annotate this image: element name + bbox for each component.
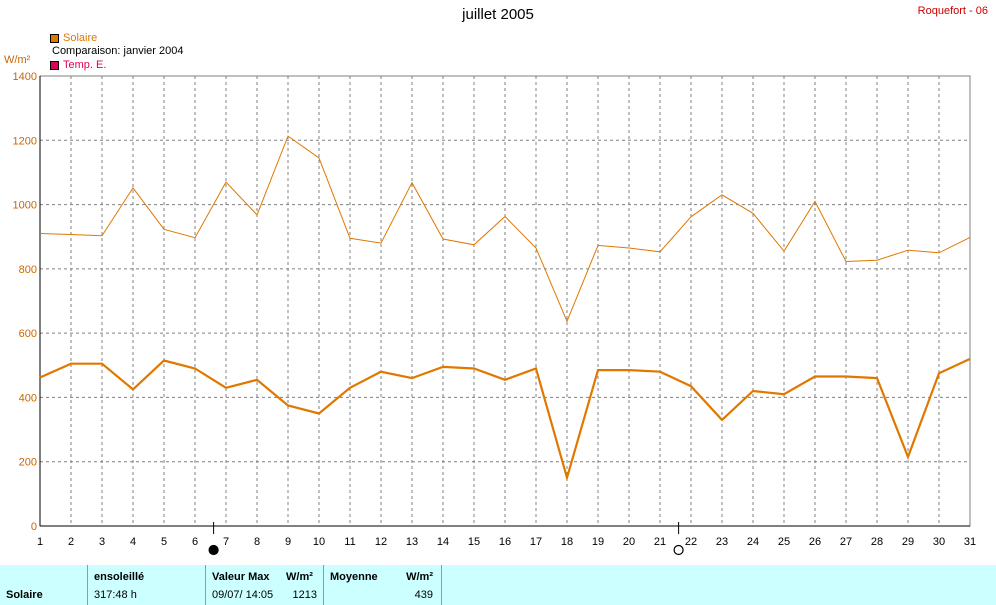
legend-comparaison: Comparaison: janvier 2004 <box>52 45 183 57</box>
x-tick-label: 30 <box>933 536 945 548</box>
average-unit: W/m² <box>406 571 433 583</box>
sunshine-value: 317:48 h <box>94 589 137 601</box>
y-tick-label: 600 <box>19 328 37 340</box>
y-axis-unit: W/m² <box>4 54 31 66</box>
y-tick-label: 0 <box>31 521 37 533</box>
x-tick-label: 25 <box>778 536 790 548</box>
x-tick-label: 7 <box>223 536 229 548</box>
x-tick-label: 6 <box>192 536 198 548</box>
x-tick-label: 28 <box>871 536 883 548</box>
new-moon-icon <box>208 544 219 556</box>
station-name: Roquefort - 06 <box>917 5 988 17</box>
y-tick-label: 400 <box>19 392 37 404</box>
x-tick-label: 29 <box>902 536 914 548</box>
full-moon-icon <box>673 544 684 556</box>
y-tick-label: 1200 <box>13 135 37 147</box>
x-tick-label: 17 <box>530 536 542 548</box>
sunshine-label: ensoleillé <box>94 571 145 583</box>
x-tick-label: 22 <box>685 536 697 548</box>
series-solaire-line <box>39 357 971 482</box>
x-tick-label: 12 <box>375 536 387 548</box>
x-tick-label: 24 <box>747 536 759 548</box>
x-tick-label: 31 <box>964 536 976 548</box>
x-tick-label: 1 <box>37 536 43 548</box>
x-tick-label: 20 <box>623 536 635 548</box>
average-value: 439 <box>414 589 433 601</box>
x-tick-label: 13 <box>406 536 418 548</box>
x-tick-label: 10 <box>313 536 325 548</box>
legend-temp-label: Temp. E. <box>63 59 107 71</box>
y-tick-label: 1000 <box>13 200 37 212</box>
x-tick-label: 14 <box>437 536 449 548</box>
x-tick-label: 26 <box>809 536 821 548</box>
chart-title: juillet 2005 <box>462 6 534 23</box>
x-tick-label: 21 <box>654 536 666 548</box>
legend-solaire-label: Solaire <box>63 32 98 44</box>
average-label: Moyenne <box>330 571 378 583</box>
max-unit: W/m² <box>286 571 313 583</box>
x-tick-label: 8 <box>254 536 260 548</box>
x-tick-label: 15 <box>468 536 480 548</box>
x-tick-label: 19 <box>592 536 604 548</box>
x-tick-label: 27 <box>840 536 852 548</box>
series-comparaison-line <box>39 135 971 323</box>
max-value: 1213 <box>292 589 317 601</box>
x-tick-label: 9 <box>285 536 291 548</box>
x-tick-label: 11 <box>344 536 355 548</box>
legend-solaire-swatch <box>50 33 59 43</box>
footer-sunshine-cell: ensoleillé 317:48 h <box>88 565 206 605</box>
max-date: 09/07/ 14:05 <box>212 589 274 601</box>
x-tick-label: 16 <box>499 536 511 548</box>
legend-solaire[interactable]: Solaire <box>50 32 97 44</box>
x-tick-label: 4 <box>130 536 136 548</box>
max-label: Valeur Max <box>212 571 270 583</box>
footer-average-cell: Moyenne W/m² 439 <box>324 565 442 605</box>
x-tick-label: 3 <box>99 536 105 548</box>
y-tick-label: 800 <box>19 264 37 276</box>
x-tick-label: 2 <box>68 536 74 548</box>
x-tick-label: 18 <box>561 536 573 548</box>
legend-temp[interactable]: Temp. E. <box>50 59 106 71</box>
footer-row-label-cell: Solaire <box>0 565 88 605</box>
y-tick-label: 1400 <box>13 71 37 83</box>
legend-temp-swatch <box>50 60 59 70</box>
x-tick-label: 23 <box>716 536 728 548</box>
legend-comparaison-label: Comparaison: janvier 2004 <box>52 45 184 57</box>
x-tick-label: 5 <box>161 536 167 548</box>
summary-footer: Solaire ensoleillé 317:48 h Valeur Max W… <box>0 565 996 605</box>
footer-max-cell: Valeur Max W/m² 09/07/ 14:05 1213 <box>206 565 324 605</box>
footer-row-label: Solaire <box>6 589 43 601</box>
y-tick-label: 200 <box>19 457 37 469</box>
